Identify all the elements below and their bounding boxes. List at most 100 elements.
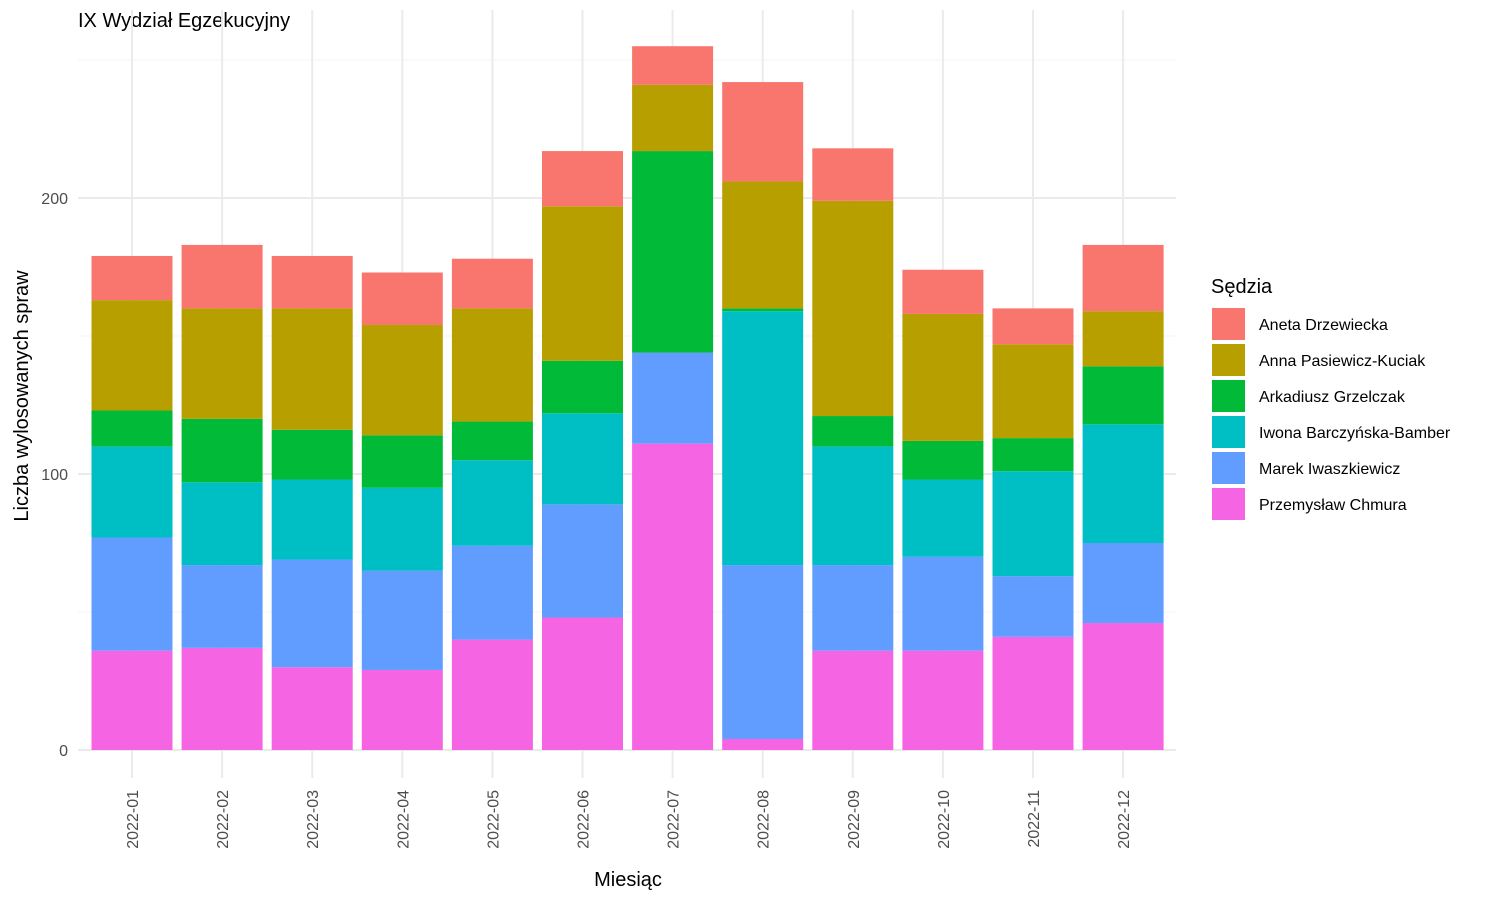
x-tick-label: 2022-07 [666, 790, 683, 849]
x-tick-label: 2022-11 [1026, 790, 1043, 848]
legend-swatch [1212, 488, 1245, 520]
bar-segment [632, 84, 714, 152]
bar-segment [632, 443, 714, 750]
legend-swatch [1212, 380, 1245, 412]
bar-segment [992, 636, 1074, 750]
bar-segment [812, 650, 894, 750]
x-tick-label: 2022-09 [846, 790, 863, 849]
bar-segment [722, 565, 804, 739]
y-tick-label: 0 [59, 743, 68, 760]
bar-segment [992, 438, 1074, 472]
x-tick-label: 2022-02 [215, 790, 232, 849]
bar-segment [1082, 244, 1164, 312]
bar-segment [361, 324, 443, 436]
bar-segment [361, 487, 443, 571]
bar-segment [812, 446, 894, 566]
bar-segment [451, 639, 533, 750]
x-tick-label: 2022-04 [395, 790, 412, 849]
x-tick-label: 2022-01 [125, 790, 142, 849]
bar-segment [632, 46, 714, 85]
bar-segment [181, 565, 263, 648]
bar-segment [992, 344, 1074, 439]
chart-title: IX Wydział Egzekucyjny [78, 10, 290, 32]
legend: Sędzia Aneta Drzewiecka Anna Pasiewicz-Ku… [1211, 276, 1451, 520]
x-tick-label: 2022-12 [1116, 790, 1133, 849]
legend-label: Przemysław Chmura [1259, 497, 1407, 514]
bar-segment [271, 479, 353, 560]
bar-segment [542, 617, 623, 750]
x-axis-title: Miesiąc [594, 869, 662, 891]
bar-segment [451, 308, 533, 422]
bar-segment [181, 418, 263, 483]
bar-segment [902, 556, 984, 651]
bar-segment [1082, 366, 1164, 425]
bar-segment [91, 255, 173, 301]
bar-segment [542, 206, 623, 361]
bar-segment [812, 148, 894, 201]
bar-segment [451, 421, 533, 461]
bar-segment [812, 416, 894, 447]
bar-segment [91, 300, 173, 411]
bar-segment [632, 151, 714, 353]
legend-swatch [1212, 452, 1245, 484]
bar-segment [992, 471, 1074, 577]
bar-segment [902, 479, 984, 557]
bar-segment [992, 308, 1074, 345]
bars [91, 46, 1164, 750]
bar-segment [992, 576, 1074, 637]
bar-segment [361, 435, 443, 488]
legend-label: Marek Iwaszkiewicz [1259, 461, 1400, 478]
bar-segment [271, 667, 353, 750]
bar-segment [451, 545, 533, 640]
legend-title: Sędzia [1211, 276, 1273, 298]
bar-segment [91, 650, 173, 750]
bar-segment [542, 360, 623, 414]
bar-segment [632, 352, 714, 444]
bar-segment [722, 308, 804, 312]
bar-segment [181, 482, 263, 566]
bar-segment [812, 565, 894, 651]
bar-segment [181, 308, 263, 419]
bar-segment [1082, 424, 1164, 543]
bar-segment [181, 244, 263, 309]
legend-swatch [1212, 308, 1245, 340]
bar-segment [902, 440, 984, 480]
bar-segment [361, 669, 443, 750]
bar-segment [271, 255, 353, 309]
bar-segment [361, 272, 443, 325]
bar-segment [902, 650, 984, 750]
bar-segment [91, 446, 173, 538]
legend-label: Aneta Drzewiecka [1259, 317, 1388, 334]
bar-segment [271, 308, 353, 430]
y-axis-ticks: 0 100 200 [41, 191, 68, 760]
x-axis-ticks: 2022-01 2022-02 2022-03 2022-04 2022-05 2022-… [125, 790, 1133, 849]
bar-segment [361, 570, 443, 670]
y-tick-label: 100 [41, 467, 68, 484]
x-tick-label: 2022-10 [936, 790, 953, 849]
bar-segment [542, 413, 623, 505]
y-tick-label: 200 [41, 191, 68, 208]
y-axis-title: Liczba wylosowanych spraw [11, 270, 33, 522]
bar-segment [722, 311, 804, 566]
x-tick-label: 2022-06 [576, 790, 593, 849]
legend-swatch [1212, 416, 1245, 448]
bar-segment [902, 269, 984, 314]
legend-label: Anna Pasiewicz-Kuciak [1259, 353, 1426, 370]
bar-segment [722, 738, 804, 750]
bar-segment [181, 647, 263, 750]
legend-label: Arkadiusz Grzelczak [1259, 389, 1406, 406]
bar-segment [451, 460, 533, 546]
bar-segment [271, 559, 353, 668]
bar-segment [1082, 543, 1164, 624]
bar-segment [722, 82, 804, 182]
bar-segment [902, 313, 984, 441]
x-tick-label: 2022-08 [756, 790, 773, 849]
x-tick-label: 2022-05 [485, 790, 502, 849]
bar-segment [91, 537, 173, 651]
legend-swatch [1212, 344, 1245, 376]
bar-segment [91, 410, 173, 447]
bar-segment [812, 200, 894, 417]
bar-segment [271, 429, 353, 480]
bar-segment [542, 504, 623, 618]
bar-segment [451, 258, 533, 309]
